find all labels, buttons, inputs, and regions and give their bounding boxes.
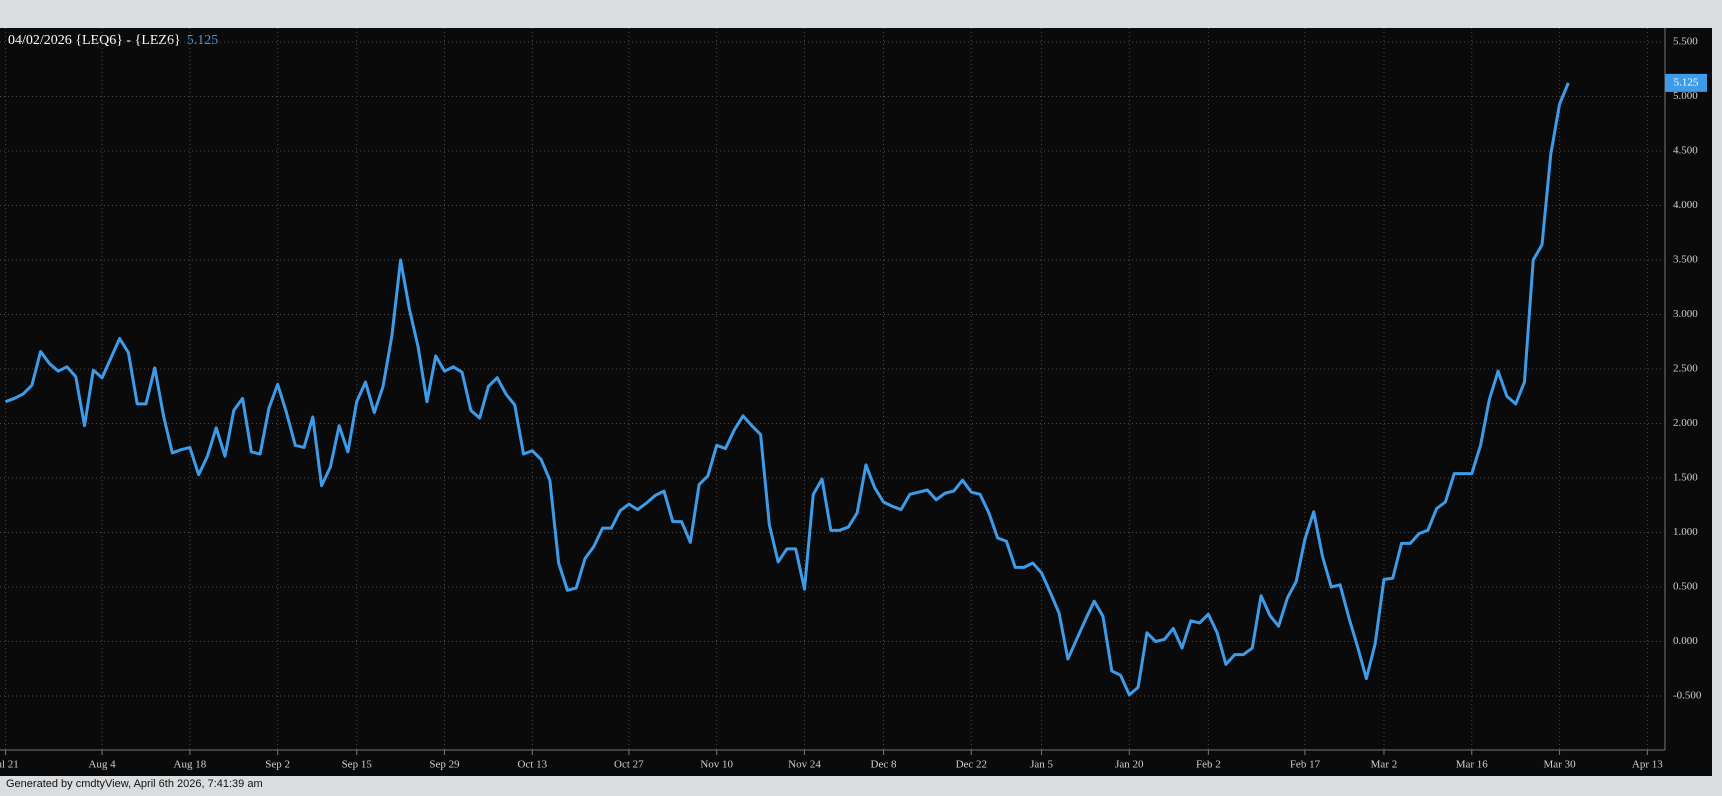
x-tick-label: Oct 27	[614, 759, 644, 771]
x-tick-label: Sep 29	[429, 759, 460, 771]
x-tick-label: Mar 30	[1544, 759, 1577, 771]
y-tick-label: 5.000	[1673, 90, 1698, 102]
y-tick-label: 3.000	[1673, 308, 1698, 320]
y-tick-label: 1.500	[1673, 472, 1698, 484]
series-line	[4, 82, 1570, 697]
y-tick-label: 2.000	[1673, 417, 1698, 429]
y-tick-label: 4.500	[1673, 145, 1698, 157]
x-tick-label: Mar 16	[1456, 759, 1489, 771]
y-tick-label: 0.000	[1673, 635, 1698, 647]
x-tick-label: Aug 18	[174, 759, 207, 771]
chart: 04/02/2026 {LEQ6} - {LEZ6} 5.125 -0.500 0…	[0, 0, 1722, 776]
x-tick-label: Nov 10	[700, 759, 733, 771]
last-value-tag-label: 5.125	[1674, 76, 1699, 88]
x-tick-label: Feb 2	[1196, 759, 1221, 771]
y-tick-label: 1.000	[1673, 526, 1698, 538]
x-tick-label: Apr 13	[1632, 759, 1663, 771]
x-tick-label: Oct 13	[517, 759, 547, 771]
x-tick-label: Mar 2	[1371, 759, 1398, 771]
y-tick-label: -0.500	[1673, 690, 1702, 702]
x-tick-label: Dec 8	[871, 759, 897, 771]
last-value: 5.125	[187, 33, 219, 48]
plot-background	[0, 28, 1712, 776]
y-tick-label: 2.500	[1673, 363, 1698, 375]
x-tick-label: Feb 17	[1290, 759, 1321, 771]
last-value-tag	[1665, 73, 1707, 92]
y-tick-label: 0.500	[1673, 581, 1698, 593]
chart-title: 04/02/2026 {LEQ6} - {LEZ6}	[8, 33, 181, 48]
footer: Generated by cmdtyView, April 6th 2026, …	[6, 778, 263, 790]
x-tick-label: Jul 21	[0, 759, 19, 771]
y-tick-label: 3.500	[1673, 254, 1698, 266]
x-tick-label: Sep 2	[265, 759, 290, 771]
x-tick-label: Aug 4	[88, 759, 116, 771]
y-tick-label: 5.500	[1673, 36, 1698, 48]
x-tick-label: Nov 24	[788, 759, 821, 771]
x-tick-label: Jan 5	[1030, 759, 1053, 771]
y-tick-label: 4.000	[1673, 199, 1698, 211]
x-tick-label: Dec 22	[956, 759, 987, 771]
top-bar	[0, 0, 1722, 28]
x-tick-label: Sep 15	[342, 759, 373, 771]
x-tick-label: Jan 20	[1115, 759, 1144, 771]
